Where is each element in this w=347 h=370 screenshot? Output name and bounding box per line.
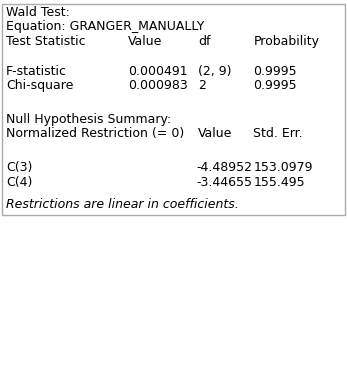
Text: 0.000491: 0.000491 [128,64,188,78]
FancyBboxPatch shape [2,4,345,215]
Text: Probability: Probability [253,35,319,48]
Text: Chi-square: Chi-square [6,79,74,92]
Text: Std. Err.: Std. Err. [253,127,303,141]
Text: (2, 9): (2, 9) [198,64,231,78]
Text: Value: Value [128,35,163,48]
Text: Test Statistic: Test Statistic [6,35,86,48]
Text: Wald Test:: Wald Test: [6,6,70,20]
Text: -3.44655: -3.44655 [196,175,252,189]
Text: Normalized Restriction (= 0): Normalized Restriction (= 0) [6,127,185,141]
Text: 0.9995: 0.9995 [253,64,297,78]
Text: F-statistic: F-statistic [6,64,67,78]
Text: df: df [198,35,210,48]
Text: 2: 2 [198,79,206,92]
Text: Value: Value [198,127,232,141]
Text: 0.9995: 0.9995 [253,79,297,92]
Text: -4.48952: -4.48952 [196,161,252,174]
Text: 155.495: 155.495 [253,175,305,189]
Text: C(4): C(4) [6,175,33,189]
Text: C(3): C(3) [6,161,33,174]
Text: Restrictions are linear in coefficients.: Restrictions are linear in coefficients. [6,198,239,211]
Text: 153.0979: 153.0979 [253,161,313,174]
Text: Equation: GRANGER_MANUALLY: Equation: GRANGER_MANUALLY [6,20,205,33]
Text: 0.000983: 0.000983 [128,79,188,92]
Text: Null Hypothesis Summary:: Null Hypothesis Summary: [6,112,171,126]
